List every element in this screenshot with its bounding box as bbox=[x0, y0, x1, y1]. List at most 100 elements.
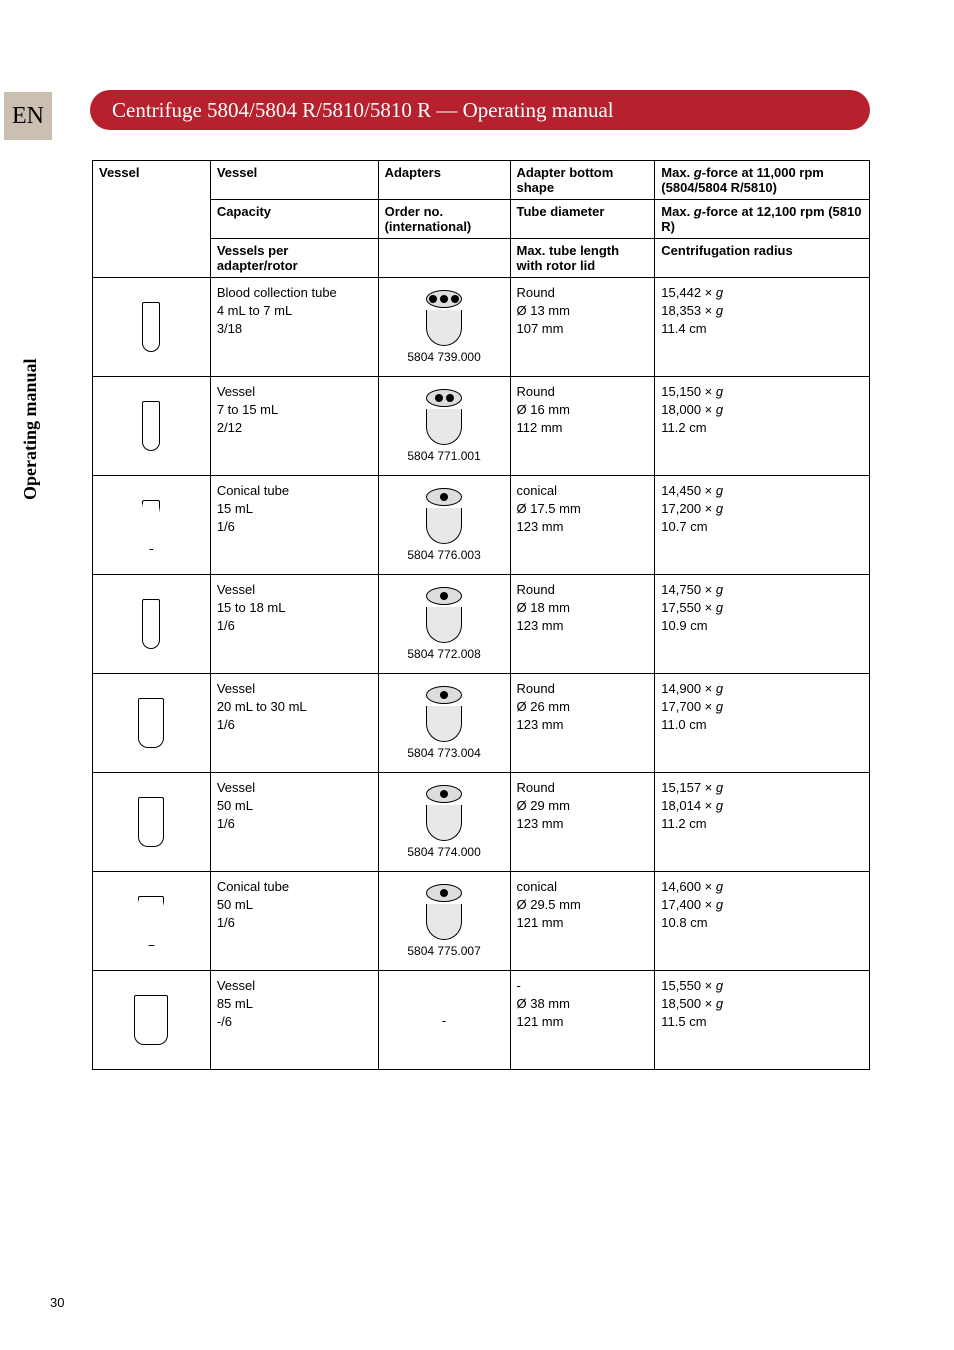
table-row: Conical tube50 mL1/65804 775.007conicalØ… bbox=[93, 872, 870, 971]
vessel-capacity: 7 to 15 mL bbox=[217, 402, 372, 417]
radius: 11.0 cm bbox=[661, 717, 863, 732]
tube-diameter: Ø 18 mm bbox=[517, 600, 649, 615]
table-row: Vessel20 mL to 30 mL1/65804 773.004Round… bbox=[93, 674, 870, 773]
tube-length: 123 mm bbox=[517, 519, 649, 534]
vessels-per: 3/18 bbox=[217, 321, 372, 336]
adapter-shape: Round bbox=[517, 681, 649, 696]
adapter-icon: 5804 739.000 bbox=[385, 282, 504, 372]
tube-length: 123 mm bbox=[517, 717, 649, 732]
vessels-per: 2/12 bbox=[217, 420, 372, 435]
tube-diameter: Ø 13 mm bbox=[517, 303, 649, 318]
vessel-capacity: 85 mL bbox=[217, 996, 372, 1011]
vessel-icon bbox=[99, 480, 204, 570]
gforce-11000: 15,150 × g bbox=[661, 384, 863, 399]
vessel-icon bbox=[99, 777, 204, 867]
adapter-icon: - bbox=[385, 975, 504, 1065]
gforce-12100: 17,200 × g bbox=[661, 501, 863, 516]
adapter-shape: Round bbox=[517, 780, 649, 795]
vessels-per: 1/6 bbox=[217, 915, 372, 930]
adapter-icon: 5804 776.003 bbox=[385, 480, 504, 570]
tube-length: 107 mm bbox=[517, 321, 649, 336]
tube-diameter: Ø 16 mm bbox=[517, 402, 649, 417]
side-rotated-label: Operating manual bbox=[20, 358, 41, 500]
adapter-order-no: 5804 772.008 bbox=[407, 647, 480, 661]
table-row: Vessel15 to 18 mL1/65804 772.008RoundØ 1… bbox=[93, 575, 870, 674]
radius: 10.8 cm bbox=[661, 915, 863, 930]
table-row: Vessel50 mL1/65804 774.000RoundØ 29 mm12… bbox=[93, 773, 870, 872]
adapter-order-no: 5804 775.007 bbox=[407, 944, 480, 958]
page-header: Centrifuge 5804/5804 R/5810/5810 R — Ope… bbox=[90, 90, 870, 130]
vessel-name: Blood collection tube bbox=[217, 285, 372, 300]
adapter-order-no: 5804 776.003 bbox=[407, 548, 480, 562]
gforce-11000: 15,157 × g bbox=[661, 780, 863, 795]
th-radius: Centrifugation radius bbox=[655, 239, 870, 278]
tube-diameter: Ø 17.5 mm bbox=[517, 501, 649, 516]
gforce-11000: 15,442 × g bbox=[661, 285, 863, 300]
vessels-per: -/6 bbox=[217, 1014, 372, 1029]
adapter-shape: Round bbox=[517, 384, 649, 399]
language-tab: EN bbox=[4, 92, 52, 140]
adapter-order-no: 5804 739.000 bbox=[407, 350, 480, 364]
gforce-11000: 15,550 × g bbox=[661, 978, 863, 993]
th-shape: Adapter bottom shape bbox=[510, 161, 655, 200]
vessel-icon bbox=[99, 678, 204, 768]
radius: 10.9 cm bbox=[661, 618, 863, 633]
tube-length: 121 mm bbox=[517, 915, 649, 930]
tube-length: 123 mm bbox=[517, 618, 649, 633]
radius: 10.7 cm bbox=[661, 519, 863, 534]
adapter-shape: Round bbox=[517, 582, 649, 597]
gforce-12100: 18,500 × g bbox=[661, 996, 863, 1011]
adapter-icon: 5804 773.004 bbox=[385, 678, 504, 768]
vessels-per: 1/6 bbox=[217, 717, 372, 732]
th-gforce-12100: Max. g-force at 12,100 rpm (5810 R) bbox=[655, 200, 870, 239]
th-gforce-11000: Max. g-force at 11,000 rpm (5804/5804 R/… bbox=[655, 161, 870, 200]
tube-diameter: Ø 26 mm bbox=[517, 699, 649, 714]
gforce-12100: 18,014 × g bbox=[661, 798, 863, 813]
vessel-icon bbox=[99, 876, 204, 966]
gforce-12100: 17,700 × g bbox=[661, 699, 863, 714]
radius: 11.2 cm bbox=[661, 816, 863, 831]
page-title: Centrifuge 5804/5804 R/5810/5810 R — Ope… bbox=[112, 98, 614, 123]
vessels-per: 1/6 bbox=[217, 816, 372, 831]
vessel-capacity: 4 mL to 7 mL bbox=[217, 303, 372, 318]
vessels-per: 1/6 bbox=[217, 519, 372, 534]
gforce-12100: 18,000 × g bbox=[661, 402, 863, 417]
tube-diameter: Ø 29.5 mm bbox=[517, 897, 649, 912]
vessel-name: Conical tube bbox=[217, 483, 372, 498]
gforce-11000: 14,900 × g bbox=[661, 681, 863, 696]
gforce-11000: 14,600 × g bbox=[661, 879, 863, 894]
tube-length: 112 mm bbox=[517, 420, 649, 435]
vessel-name: Vessel bbox=[217, 780, 372, 795]
adapter-table: Vessel Vessel Adapters Adapter bottom sh… bbox=[92, 160, 870, 1070]
th-vessels-per: Vessels per adapter/rotor bbox=[210, 239, 378, 278]
th-max-len: Max. tube length with rotor lid bbox=[510, 239, 655, 278]
gforce-12100: 17,550 × g bbox=[661, 600, 863, 615]
tube-diameter: Ø 38 mm bbox=[517, 996, 649, 1011]
vessel-icon bbox=[99, 579, 204, 669]
vessel-name: Vessel bbox=[217, 681, 372, 696]
vessel-capacity: 15 to 18 mL bbox=[217, 600, 372, 615]
page-number: 30 bbox=[50, 1295, 64, 1310]
table-row: Blood collection tube 4 mL to 7 mL 3/18 580… bbox=[93, 278, 870, 377]
table-row: Vessel7 to 15 mL2/125804 771.001RoundØ 1… bbox=[93, 377, 870, 476]
tube-length: 123 mm bbox=[517, 816, 649, 831]
gforce-12100: 18,353 × g bbox=[661, 303, 863, 318]
adapter-shape: - bbox=[517, 978, 649, 993]
vessel-name: Vessel bbox=[217, 582, 372, 597]
language-code: EN bbox=[12, 103, 44, 130]
table-row: Conical tube15 mL1/65804 776.003conicalØ… bbox=[93, 476, 870, 575]
th-capacity: Capacity bbox=[210, 200, 378, 239]
adapter-shape: Round bbox=[517, 285, 649, 300]
tube-diameter: Ø 29 mm bbox=[517, 798, 649, 813]
th-order-no-blank bbox=[378, 239, 510, 278]
adapter-icon: 5804 775.007 bbox=[385, 876, 504, 966]
gforce-11000: 14,450 × g bbox=[661, 483, 863, 498]
th-order-no: Order no. (international) bbox=[378, 200, 510, 239]
radius: 11.2 cm bbox=[661, 420, 863, 435]
gforce-12100: 17,400 × g bbox=[661, 897, 863, 912]
gforce-11000: 14,750 × g bbox=[661, 582, 863, 597]
adapter-shape: conical bbox=[517, 879, 649, 894]
vessel-icon bbox=[99, 282, 204, 372]
th-vessel: Vessel bbox=[210, 161, 378, 200]
adapter-order-no: 5804 771.001 bbox=[407, 449, 480, 463]
